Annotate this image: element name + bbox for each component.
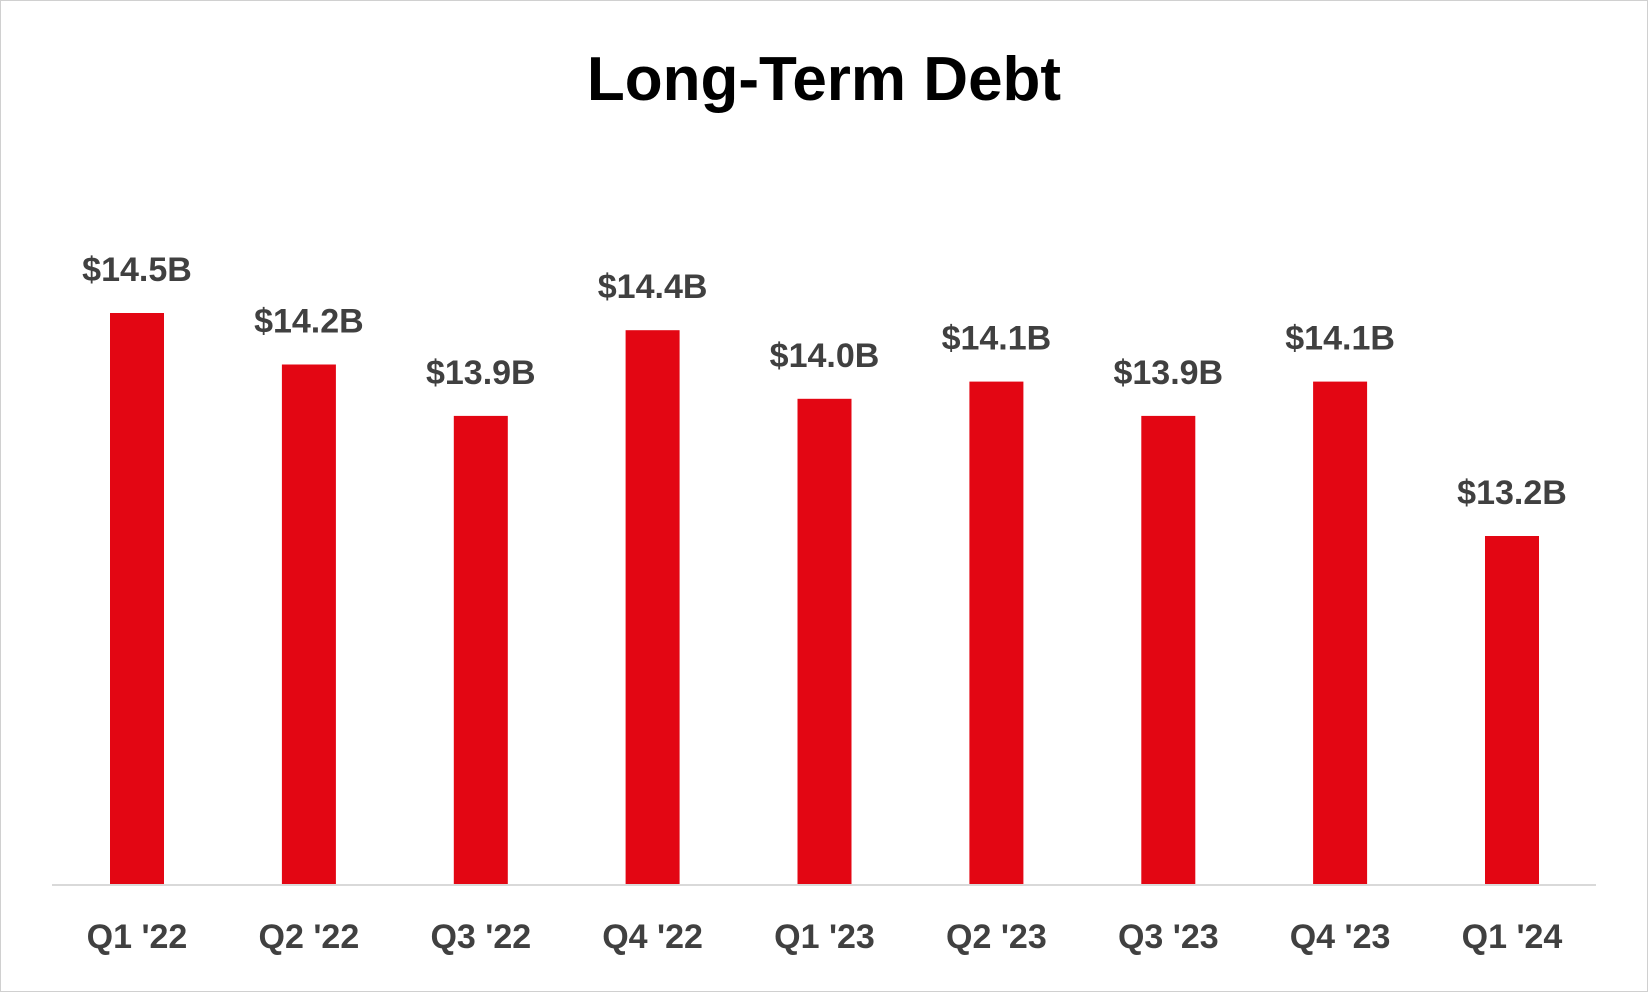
- bar: [281, 364, 336, 885]
- bars-group: [110, 313, 1539, 886]
- x-tick-label: Q2 '23: [946, 918, 1047, 956]
- x-tick-label: Q4 '23: [1290, 918, 1391, 956]
- data-labels-group: $14.5B $14.2B $13.9B $14.4B $14.0B $14.1B $13.…: [82, 251, 1567, 512]
- x-tick-label: Q1 '22: [87, 918, 188, 956]
- x-tick-label: Q3 '23: [1118, 918, 1219, 956]
- data-label: $14.2B: [254, 303, 364, 341]
- data-label: $14.1B: [1285, 320, 1395, 358]
- data-label: $13.9B: [426, 354, 536, 392]
- chart-title: Long-Term Debt: [586, 45, 1062, 114]
- x-tick-label: Q1 '23: [774, 918, 875, 956]
- bar: [1313, 381, 1368, 885]
- x-tick-label: Q3 '22: [430, 918, 531, 956]
- bar: [797, 398, 852, 886]
- bar: [1485, 536, 1539, 885]
- data-label: $14.1B: [942, 320, 1052, 358]
- data-label: $14.4B: [598, 268, 708, 306]
- data-label: $13.9B: [1113, 354, 1223, 392]
- x-tick-label: Q4 '22: [602, 918, 703, 956]
- x-tick-label: Q2 '22: [259, 918, 360, 956]
- bar: [110, 313, 164, 885]
- bar: [453, 415, 508, 885]
- x-tick-labels-group: Q1 '22 Q2 '22 Q3 '22 Q4 '22 Q1 '23 Q2 '23 Q3 '…: [87, 918, 1563, 956]
- data-label: $14.0B: [770, 337, 880, 375]
- bar: [969, 381, 1024, 885]
- bar: [625, 330, 680, 885]
- x-tick-label: Q1 '24: [1462, 918, 1563, 956]
- data-label: $14.5B: [82, 251, 192, 289]
- data-label: $13.2B: [1457, 474, 1567, 512]
- bar: [1141, 415, 1196, 885]
